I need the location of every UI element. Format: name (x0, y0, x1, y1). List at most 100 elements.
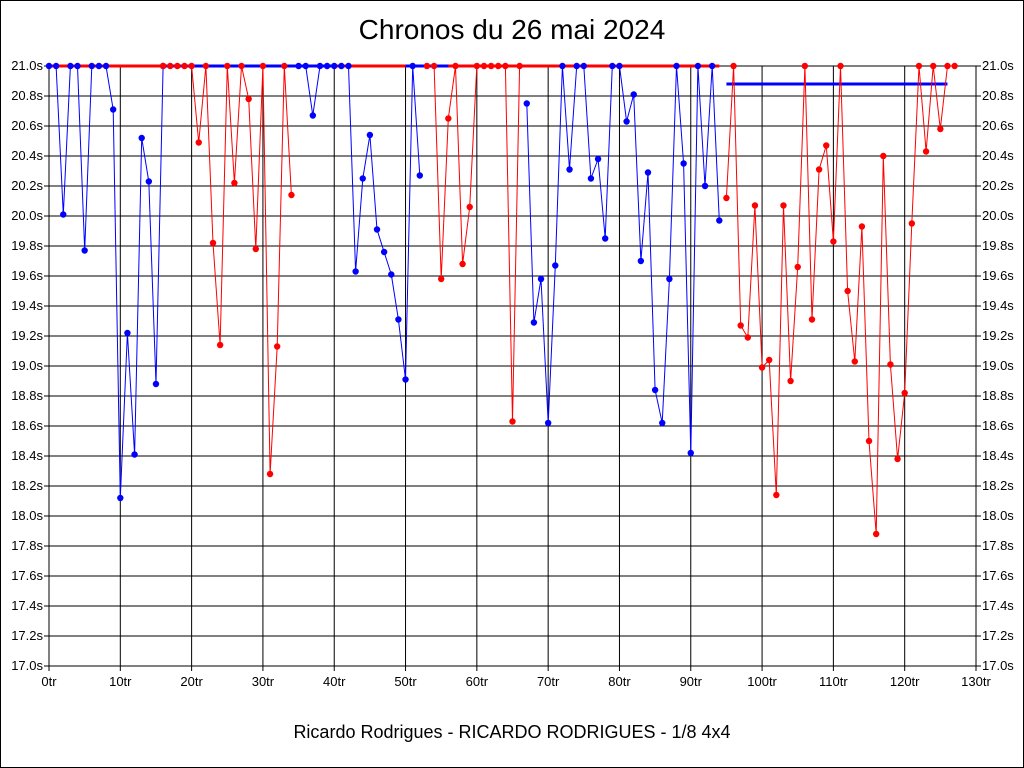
data-point-blue (680, 160, 687, 167)
series-line-red (725, 65, 955, 535)
data-point-red (744, 334, 752, 341)
y-tick-label-right: 19.8s (982, 238, 1014, 253)
data-point-red (837, 62, 844, 70)
y-tick-label-right: 18.0s (982, 508, 1014, 523)
y-tick-label-left: 18.8s (11, 388, 43, 403)
y-tick-label-right: 17.2s (982, 628, 1014, 643)
data-point-red (502, 62, 509, 70)
data-point-blue (530, 319, 538, 326)
data-point-red (937, 125, 944, 133)
data-point-blue (594, 155, 602, 163)
y-tick-label-left: 21.0s (11, 58, 43, 73)
x-tick-label: 40tr (323, 674, 346, 689)
data-point-blue (580, 62, 588, 70)
y-tick-label-left: 20.2s (11, 178, 43, 193)
data-point-blue (331, 62, 338, 70)
data-point-red (865, 437, 873, 445)
y-tick-label-right: 19.4s (982, 298, 1014, 313)
data-point-red (159, 62, 167, 70)
data-point-red (288, 191, 295, 199)
data-point-red (872, 530, 880, 538)
y-tick-label-left: 17.6s (11, 568, 43, 583)
data-point-blue (687, 449, 694, 457)
y-tick-label-right: 17.6s (982, 568, 1014, 583)
data-point-blue (345, 62, 352, 70)
data-point-red (245, 95, 252, 103)
data-point-red (445, 115, 452, 122)
data-point-red (723, 194, 730, 202)
data-point-blue (60, 211, 67, 218)
data-point-blue (409, 62, 416, 70)
data-point-blue (701, 182, 709, 190)
y-tick-label-right: 19.6s (982, 268, 1014, 283)
data-point-blue (623, 118, 630, 125)
y-tick-label-left: 18.2s (11, 478, 43, 493)
data-point-red (915, 62, 923, 70)
y-tick-label-right: 19.0s (982, 358, 1014, 373)
data-point-blue (323, 62, 331, 70)
data-point-red (951, 62, 958, 70)
data-point-red (174, 62, 181, 70)
data-point-blue (552, 262, 559, 269)
data-point-red (830, 238, 837, 245)
y-tick-label-right: 18.2s (982, 478, 1014, 493)
x-tick-label: 0tr (41, 674, 57, 689)
data-point-blue (694, 62, 702, 70)
x-tick-label: 10tr (109, 674, 132, 689)
data-point-blue (74, 62, 81, 70)
y-tick-label-left: 19.2s (11, 328, 43, 343)
data-point-blue (88, 62, 95, 70)
data-point-blue (708, 62, 716, 70)
chart-title: Chronos du 26 mai 2024 (358, 14, 666, 45)
y-tick-label-right: 17.4s (982, 598, 1014, 613)
series-line-red (163, 65, 292, 475)
y-tick-label-left: 20.0s (11, 208, 43, 223)
data-point-red (281, 62, 288, 70)
data-point-red (252, 245, 259, 253)
y-tick-label-left: 18.6s (11, 418, 43, 433)
data-point-red (266, 470, 274, 478)
data-point-blue (395, 316, 402, 323)
data-point-blue (131, 451, 138, 458)
y-tick-label-right: 20.2s (982, 178, 1014, 193)
y-tick-label-left: 20.6s (11, 118, 43, 133)
data-point-red (487, 62, 495, 70)
data-point-red (908, 220, 916, 227)
data-point-red (459, 260, 466, 268)
data-point-blue (373, 226, 381, 233)
x-tick-label: 60tr (466, 674, 489, 689)
y-tick-label-left: 20.4s (11, 148, 43, 163)
y-tick-label-right: 19.2s (982, 328, 1014, 343)
data-point-red (894, 455, 901, 463)
data-point-red (730, 62, 737, 70)
data-point-red (766, 356, 773, 364)
data-point-blue (117, 494, 124, 502)
data-point-blue (145, 178, 153, 185)
y-tick-label-right: 20.6s (982, 118, 1014, 133)
x-tick-label: 100tr (747, 674, 777, 689)
x-tick-label: 120tr (890, 674, 920, 689)
data-point-blue (81, 247, 88, 254)
data-point-red (887, 361, 894, 368)
y-tick-label-left: 19.4s (11, 298, 43, 313)
y-tick-label-right: 17.8s (982, 538, 1014, 553)
y-tick-label-right: 20.8s (982, 88, 1014, 103)
data-point-red (815, 166, 823, 173)
data-point-red (452, 62, 459, 70)
x-tick-label: 30tr (252, 674, 275, 689)
series-line-blue (49, 65, 164, 499)
data-point-red (737, 322, 744, 329)
x-tick-label: 20tr (180, 674, 203, 689)
y-tick-label-right: 18.8s (982, 388, 1014, 403)
data-point-blue (295, 62, 302, 70)
y-tick-label-left: 17.4s (11, 598, 43, 613)
data-point-red (901, 389, 908, 397)
data-point-blue (609, 62, 616, 70)
data-point-blue (637, 257, 645, 265)
y-tick-label-right: 18.4s (982, 448, 1014, 463)
data-point-red (195, 139, 202, 146)
data-point-red (880, 152, 887, 160)
data-point-red (516, 62, 523, 70)
data-point-red (167, 62, 174, 70)
